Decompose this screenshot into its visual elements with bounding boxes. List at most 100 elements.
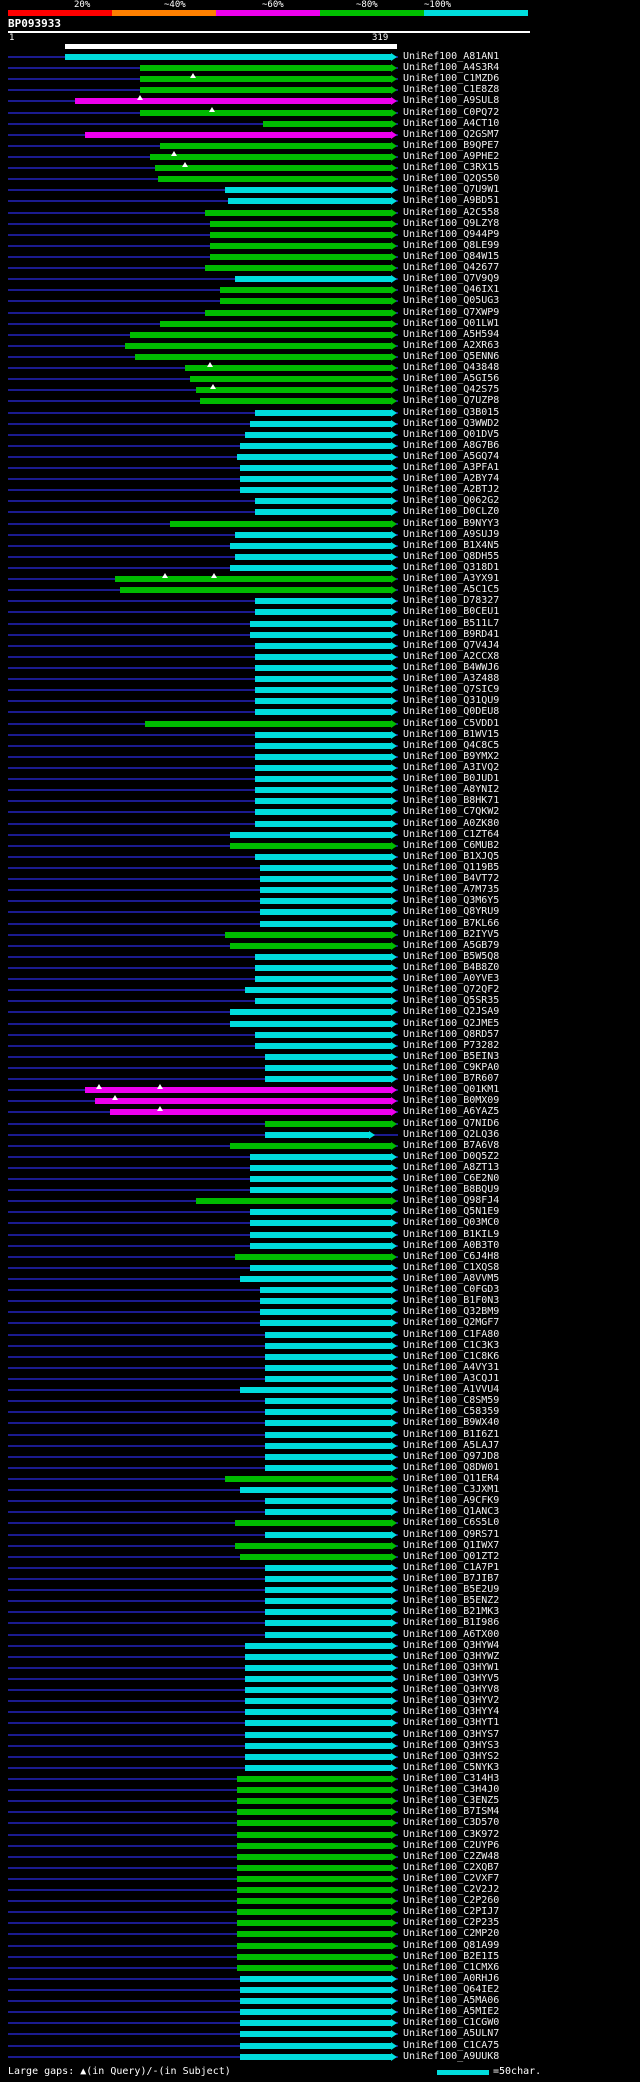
- hit-label[interactable]: UniRef100_A2XR63: [403, 339, 500, 351]
- alignment-bar[interactable]: [260, 920, 391, 927]
- alignment-bar[interactable]: [249, 1231, 391, 1238]
- hit-label[interactable]: UniRef100_Q3HYS7: [403, 1728, 500, 1740]
- alignment-bar[interactable]: [240, 465, 391, 472]
- alignment-bar[interactable]: [237, 1875, 391, 1882]
- hit-label[interactable]: UniRef100_Q05UG3: [403, 295, 500, 307]
- hit-label[interactable]: UniRef100_A4CT10: [403, 117, 500, 129]
- hit-label[interactable]: UniRef100_A8YNI2: [403, 784, 500, 796]
- alignment-bar[interactable]: [255, 731, 391, 738]
- hit-label[interactable]: UniRef100_B4VT72: [403, 873, 500, 885]
- hit-label[interactable]: UniRef100_C2UYP6: [403, 1839, 500, 1851]
- alignment-bar[interactable]: [244, 1753, 391, 1760]
- hit-label[interactable]: UniRef100_C2XQB7: [403, 1861, 500, 1873]
- hit-label[interactable]: UniRef100_A3Z488: [403, 673, 500, 685]
- hit-label[interactable]: UniRef100_Q3HYV8: [403, 1684, 500, 1696]
- alignment-bar[interactable]: [265, 1531, 391, 1538]
- hit-label[interactable]: UniRef100_B2IYV5: [403, 928, 500, 940]
- alignment-bar[interactable]: [229, 831, 391, 838]
- alignment-bar[interactable]: [255, 820, 391, 827]
- alignment-bar[interactable]: [255, 709, 391, 716]
- alignment-bar[interactable]: [265, 1598, 391, 1605]
- hit-label[interactable]: UniRef100_C2PIJ7: [403, 1906, 500, 1918]
- hit-label[interactable]: UniRef100_Q32BM9: [403, 1306, 500, 1318]
- alignment-bar[interactable]: [255, 698, 391, 705]
- alignment-bar[interactable]: [219, 298, 391, 305]
- hit-label[interactable]: UniRef100_Q42677: [403, 262, 500, 274]
- hit-label[interactable]: UniRef100_C1ZT64: [403, 828, 500, 840]
- alignment-bar[interactable]: [265, 1609, 391, 1616]
- hit-label[interactable]: UniRef100_Q4C8C5: [403, 739, 500, 751]
- hit-label[interactable]: UniRef100_D0Q5Z2: [403, 1150, 500, 1162]
- hit-label[interactable]: UniRef100_B2E1I5: [403, 1950, 500, 1962]
- alignment-bar[interactable]: [224, 1476, 391, 1482]
- alignment-bar[interactable]: [244, 1709, 391, 1716]
- alignment-bar[interactable]: [255, 976, 391, 983]
- alignment-bar[interactable]: [199, 398, 391, 405]
- hit-label[interactable]: UniRef100_A0ZK80: [403, 817, 500, 829]
- alignment-bar[interactable]: [255, 964, 391, 971]
- alignment-bar[interactable]: [249, 1242, 391, 1249]
- hit-label[interactable]: UniRef100_A0RHJ6: [403, 1972, 500, 1984]
- hit-label[interactable]: UniRef100_A6YAZ5: [403, 1106, 500, 1118]
- hit-label[interactable]: UniRef100_A9CFK9: [403, 1495, 500, 1507]
- alignment-bar[interactable]: [263, 120, 391, 127]
- alignment-bar[interactable]: [140, 87, 391, 94]
- hit-label[interactable]: UniRef100_Q1IWX7: [403, 1539, 500, 1551]
- hit-label[interactable]: UniRef100_B1X4N5: [403, 539, 500, 551]
- hit-label[interactable]: UniRef100_Q7SIC9: [403, 684, 500, 696]
- hit-label[interactable]: UniRef100_B1I6Z1: [403, 1428, 500, 1440]
- hit-label[interactable]: UniRef100_Q3HYS2: [403, 1750, 500, 1762]
- hit-label[interactable]: UniRef100_A9BD51: [403, 195, 500, 207]
- alignment-bar[interactable]: [260, 887, 391, 894]
- alignment-bar[interactable]: [265, 1431, 391, 1438]
- alignment-bar[interactable]: [195, 387, 391, 394]
- hit-label[interactable]: UniRef100_C2P260: [403, 1895, 500, 1907]
- alignment-bar[interactable]: [244, 1687, 391, 1694]
- alignment-bar[interactable]: [244, 1720, 391, 1727]
- alignment-bar[interactable]: [229, 542, 391, 549]
- alignment-bar[interactable]: [237, 1964, 391, 1971]
- alignment-bar[interactable]: [145, 720, 391, 727]
- hit-label[interactable]: UniRef100_Q062G2: [403, 495, 500, 507]
- alignment-bar[interactable]: [240, 1553, 391, 1560]
- hit-label[interactable]: UniRef100_A0YVE3: [403, 973, 500, 985]
- hit-label[interactable]: UniRef100_A2BY74: [403, 473, 500, 485]
- alignment-bar[interactable]: [84, 1087, 391, 1094]
- alignment-bar[interactable]: [235, 1520, 391, 1527]
- alignment-bar[interactable]: [249, 420, 391, 427]
- hit-label[interactable]: UniRef100_C1C3K3: [403, 1339, 500, 1351]
- alignment-bar[interactable]: [255, 1031, 391, 1038]
- alignment-bar[interactable]: [240, 442, 391, 449]
- hit-label[interactable]: UniRef100_B1I986: [403, 1617, 500, 1629]
- alignment-bar[interactable]: [265, 1053, 391, 1060]
- alignment-bar[interactable]: [204, 209, 391, 216]
- alignment-bar[interactable]: [160, 142, 391, 149]
- alignment-bar[interactable]: [237, 1853, 391, 1860]
- alignment-bar[interactable]: [229, 842, 391, 849]
- hit-label[interactable]: UniRef100_D0CLZ0: [403, 506, 500, 518]
- alignment-bar[interactable]: [265, 1376, 391, 1383]
- alignment-bar[interactable]: [204, 309, 391, 316]
- hit-label[interactable]: UniRef100_Q31QU9: [403, 695, 500, 707]
- alignment-bar[interactable]: [185, 365, 391, 372]
- alignment-bar[interactable]: [237, 1864, 391, 1871]
- hit-label[interactable]: UniRef100_C6E2N0: [403, 1173, 500, 1185]
- hit-label[interactable]: UniRef100_B9RD41: [403, 628, 500, 640]
- hit-label[interactable]: UniRef100_B1WV15: [403, 728, 500, 740]
- alignment-bar[interactable]: [265, 1364, 391, 1371]
- alignment-bar[interactable]: [255, 509, 391, 516]
- hit-label[interactable]: UniRef100_Q98FJ4: [403, 1195, 500, 1207]
- alignment-bar[interactable]: [244, 1653, 391, 1660]
- hit-label[interactable]: UniRef100_D78327: [403, 595, 500, 607]
- hit-label[interactable]: UniRef100_A5H594: [403, 328, 500, 340]
- alignment-bar[interactable]: [210, 242, 391, 249]
- alignment-bar[interactable]: [265, 1353, 391, 1360]
- alignment-bar[interactable]: [115, 576, 391, 583]
- alignment-bar[interactable]: [265, 1464, 391, 1471]
- hit-label[interactable]: UniRef100_B1KIL9: [403, 1228, 500, 1240]
- alignment-bar[interactable]: [244, 1764, 391, 1771]
- alignment-bar[interactable]: [260, 909, 391, 916]
- alignment-bar[interactable]: [265, 1620, 391, 1627]
- hit-label[interactable]: UniRef100_C58359: [403, 1406, 500, 1418]
- hit-label[interactable]: UniRef100_A2BTJ2: [403, 484, 500, 496]
